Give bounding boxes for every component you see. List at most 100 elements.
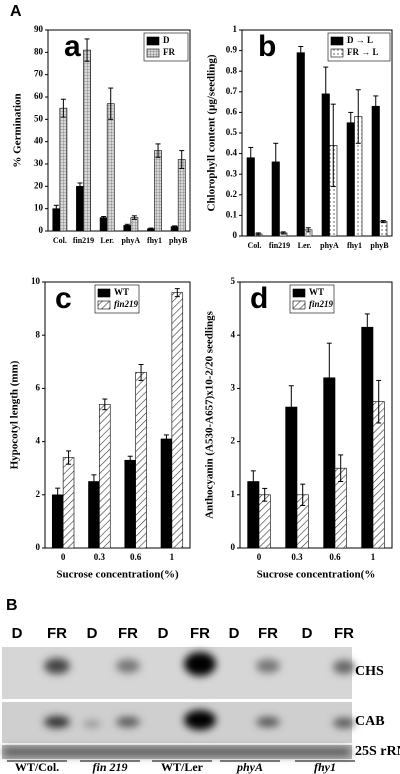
legend-swatch <box>330 36 344 46</box>
y-tick-label: 0.5 <box>226 127 238 137</box>
x-tick-label: fin219 <box>269 241 290 250</box>
x-tick-label: Ler. <box>100 236 114 245</box>
lane-label: FR <box>334 625 354 642</box>
x-axis-label: Sucrose concentration(%) <box>56 569 179 581</box>
bar <box>59 107 68 232</box>
legend-label: WT <box>114 287 129 297</box>
x-tick-label: phyA <box>320 241 339 250</box>
bar <box>88 481 100 549</box>
error-bar <box>138 363 144 381</box>
legend-label: WT <box>309 287 324 297</box>
bar <box>62 457 75 549</box>
bar <box>83 49 91 232</box>
x-tick-label: 1 <box>170 552 175 562</box>
y-tick-label: 5 <box>231 276 236 286</box>
y-tick-label: 40 <box>34 136 44 146</box>
legend-swatch <box>330 48 344 58</box>
y-tick-label: 80 <box>34 46 44 56</box>
legend-label: D → L <box>347 35 373 45</box>
bar <box>135 372 147 549</box>
y-tick-label: 0 <box>39 225 44 235</box>
plot-frame <box>44 281 191 549</box>
legend-label: D <box>163 35 170 45</box>
bar <box>106 103 115 232</box>
y-tick-label: 6 <box>36 382 41 392</box>
y-tick-label: 0.4 <box>226 148 238 158</box>
bar <box>296 52 305 237</box>
error-bar <box>163 434 169 444</box>
legend-swatch <box>292 288 306 298</box>
x-tick-label: phyB <box>370 241 389 250</box>
group-label: phyA <box>236 760 263 774</box>
row-label: CHS <box>355 664 384 679</box>
y-tick-label: 2 <box>231 436 236 446</box>
row-label: CAB <box>355 714 385 729</box>
bar <box>372 401 385 549</box>
x-tick-label: Col. <box>53 236 67 245</box>
plot-frame <box>47 29 191 232</box>
error-bar <box>55 487 61 502</box>
error-bar <box>84 38 90 62</box>
error-bar <box>338 454 344 482</box>
x-tick-label: 0.6 <box>130 552 142 562</box>
y-tick-label: 2 <box>36 489 41 499</box>
blot-strips <box>2 647 355 759</box>
error-bar <box>174 288 180 298</box>
error-bar <box>77 182 83 191</box>
legend-label: FR → L <box>347 47 379 57</box>
error-bar <box>250 470 256 493</box>
y-tick-label: 4 <box>231 329 236 339</box>
legend-label: fin219 <box>309 299 334 309</box>
legend-swatch <box>146 48 160 58</box>
y-tick-label: 10 <box>34 203 44 213</box>
bar <box>346 122 355 237</box>
error-bar <box>108 87 114 120</box>
error-bar <box>91 474 97 489</box>
lane-label: FR <box>118 625 138 642</box>
bar <box>177 159 186 232</box>
x-tick-label: 0.6 <box>329 552 341 562</box>
legend-swatch <box>97 288 111 298</box>
x-tick-label: fin219 <box>73 236 94 245</box>
error-bar <box>262 487 268 502</box>
error-bar <box>288 385 294 429</box>
error-bar <box>326 342 332 413</box>
x-tick-label: Col. <box>248 241 262 250</box>
legend-swatch <box>292 300 306 310</box>
y-tick-label: 0.7 <box>226 86 238 96</box>
legend-label: FR <box>163 47 175 57</box>
x-tick-label: fhy1 <box>347 241 362 250</box>
x-tick-label: 1 <box>371 552 376 562</box>
error-bar <box>131 215 137 220</box>
x-tick-label: Ler. <box>298 241 312 250</box>
bar <box>361 326 374 549</box>
panel-letter: d <box>250 282 268 315</box>
error-bar <box>280 231 286 235</box>
y-tick-label: 20 <box>34 180 44 190</box>
error-bar <box>155 143 161 158</box>
bar <box>171 292 184 549</box>
group-label: fin 219 <box>92 760 127 774</box>
y-tick-label: 90 <box>34 24 44 34</box>
error-bar <box>127 455 133 465</box>
y-tick-label: 70 <box>34 69 44 79</box>
group-label: WT/Ler <box>161 760 204 774</box>
x-tick-label: phyB <box>169 236 188 245</box>
panel-letter: b <box>258 30 276 63</box>
y-axis-label: Anthocyanin (A530-A657)x10-2/20 seedling… <box>204 310 216 519</box>
legend-swatch <box>97 300 111 310</box>
error-bar <box>298 45 304 60</box>
bar <box>246 157 255 237</box>
lane-label: FR <box>47 625 67 642</box>
y-tick-label: 0.1 <box>226 209 238 219</box>
lane-label: D <box>229 625 240 642</box>
y-tick-label: 0 <box>36 542 41 552</box>
blot-label: B <box>6 597 18 614</box>
error-bar <box>373 95 379 118</box>
x-tick-label: 0.3 <box>291 552 303 562</box>
y-axis-label: Chlorophyll content (μg/seedling) <box>206 54 218 211</box>
lane-label: FR <box>190 625 210 642</box>
error-bar <box>248 146 254 169</box>
error-bar <box>148 227 154 230</box>
